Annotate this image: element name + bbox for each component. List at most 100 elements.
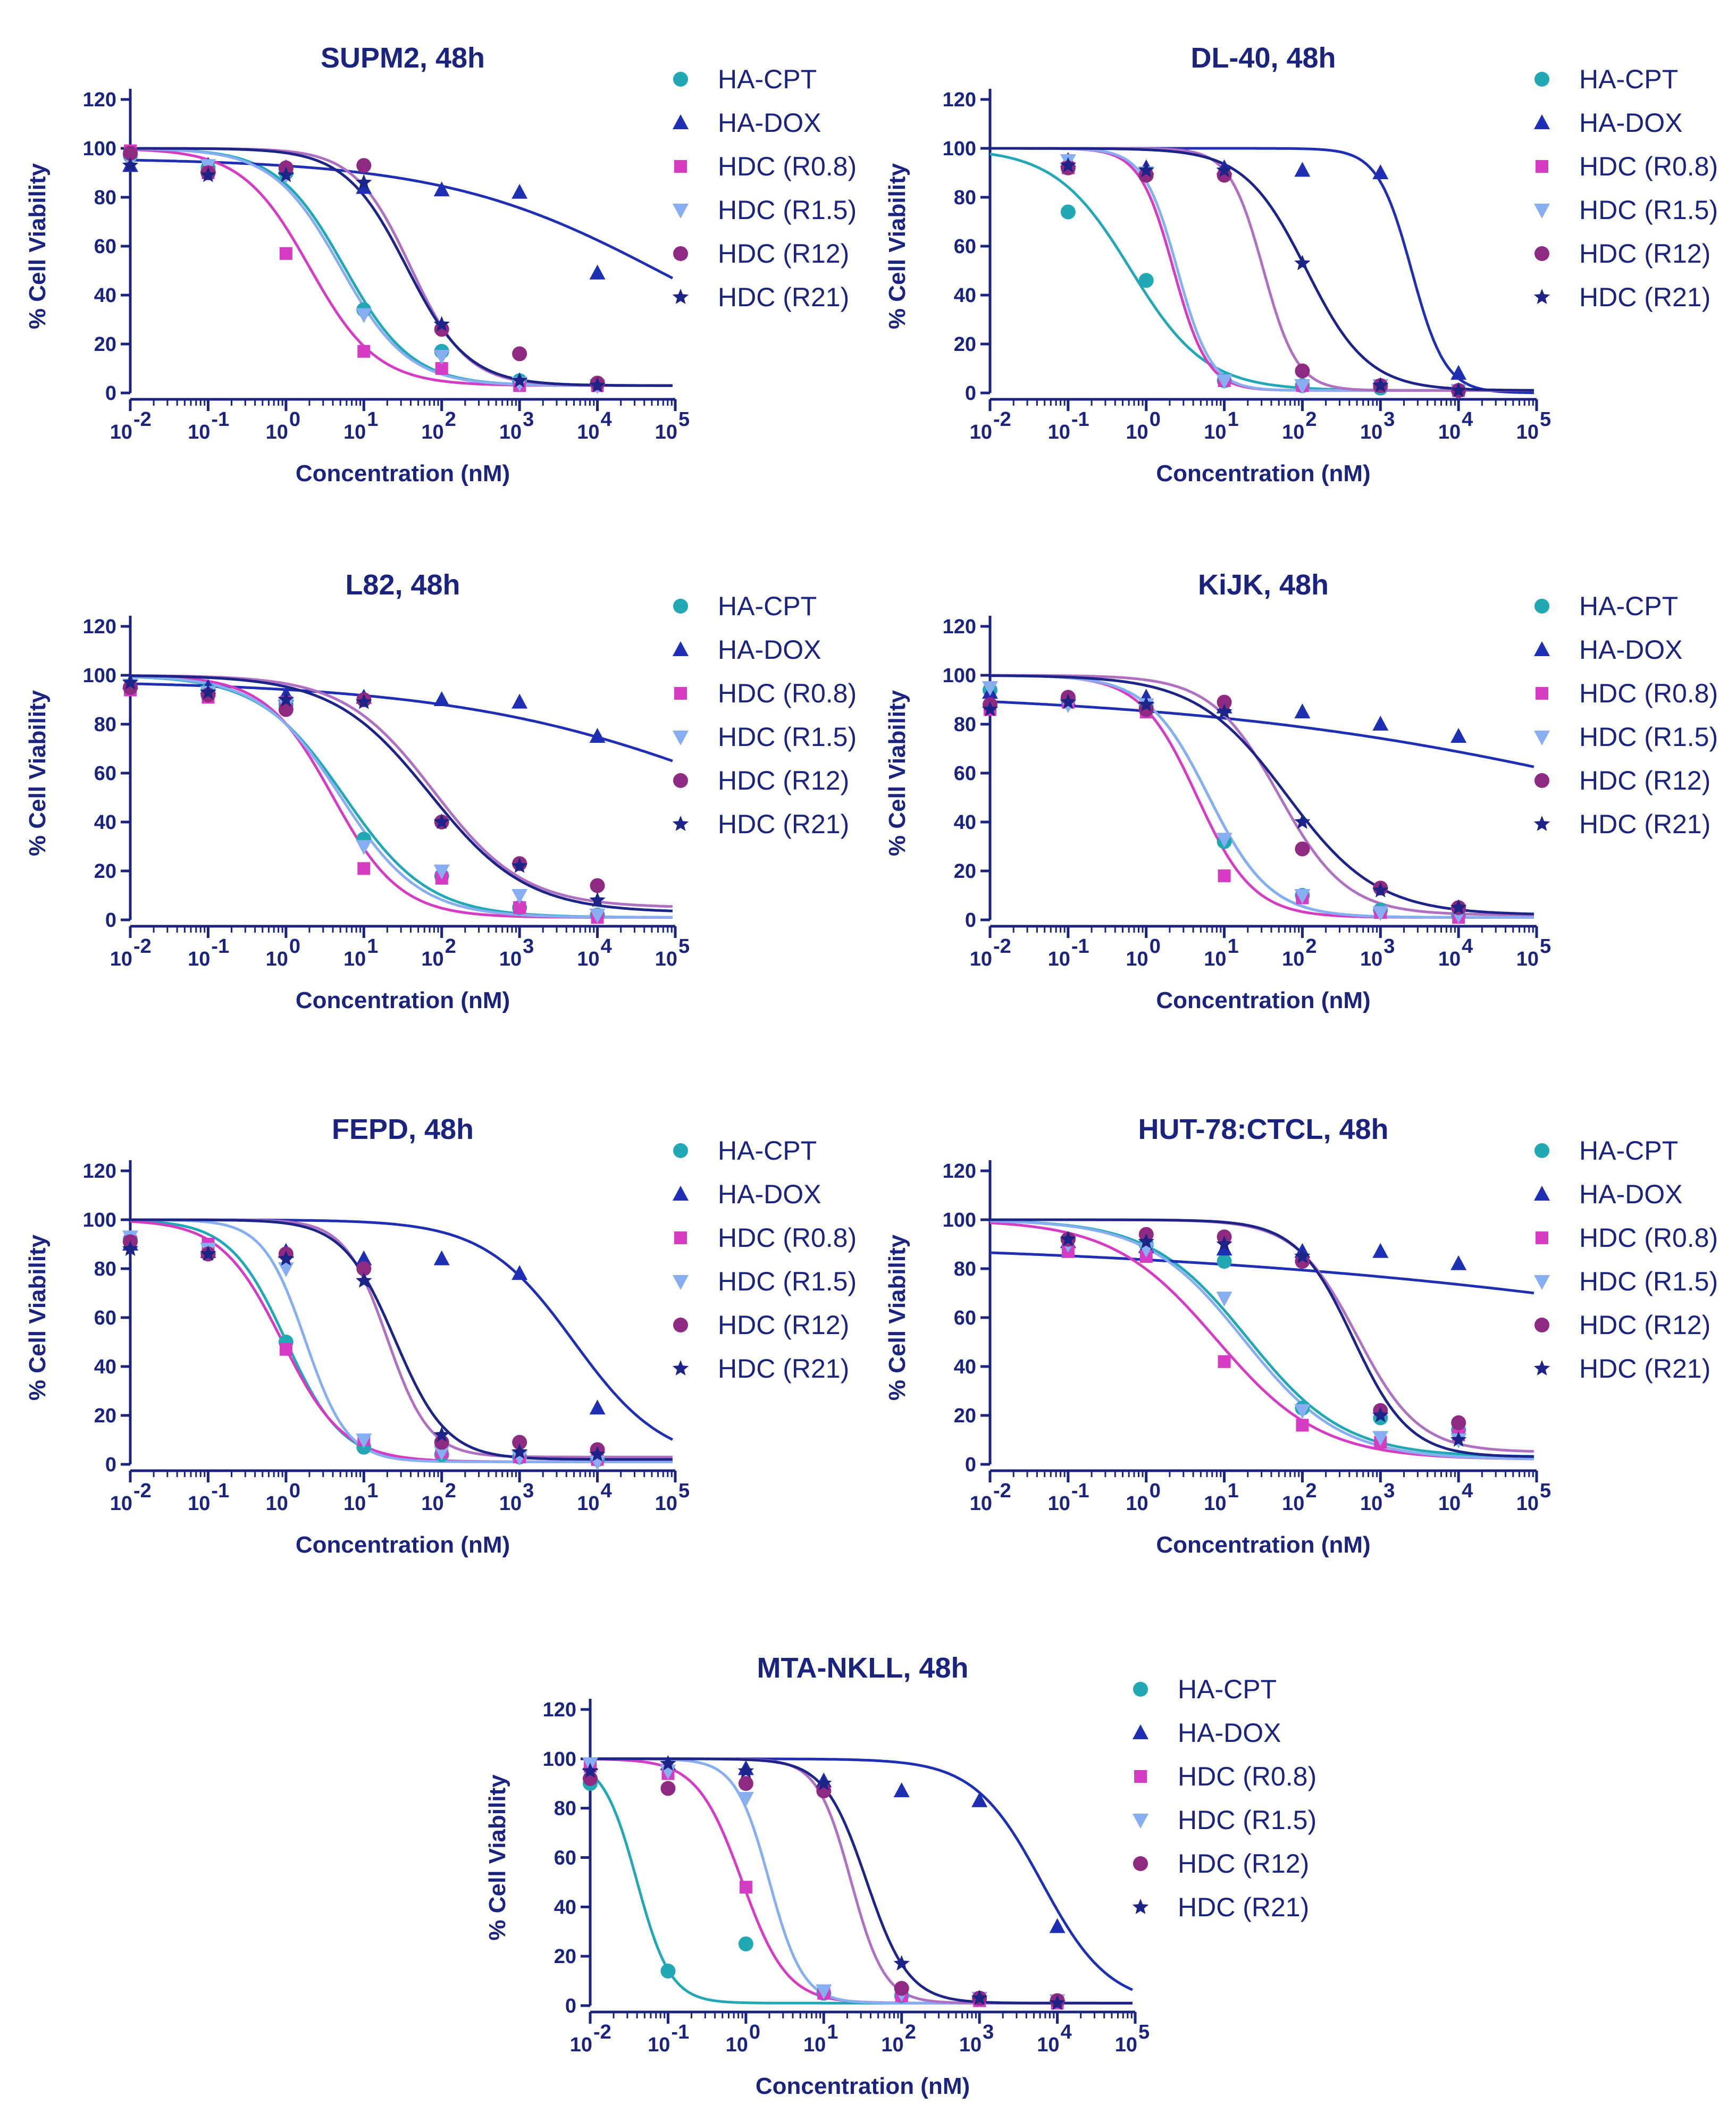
data-point <box>1294 1404 1311 1419</box>
legend-marker <box>1534 1318 1549 1332</box>
legend-marker <box>674 687 687 700</box>
x-tick-label: 10 <box>110 1493 132 1515</box>
x-tick-label: 10 <box>655 421 677 443</box>
y-tick-label: 60 <box>94 762 116 785</box>
data-point <box>589 908 606 924</box>
data-point <box>357 345 371 358</box>
chart-panel: KiJK, 48h02040608010012010-210-110010110… <box>884 569 1718 1013</box>
y-tick-label: 80 <box>94 1258 116 1280</box>
x-tick-label: 10 <box>343 948 366 970</box>
legend-label: HDC (R12) <box>1579 1310 1710 1340</box>
data-point <box>433 316 450 332</box>
x-tick-label: 10 <box>266 948 288 970</box>
data-point <box>1049 1918 1066 1933</box>
x-tick-exponent: 5 <box>1138 2021 1150 2043</box>
data-point <box>122 674 139 690</box>
fit-curve <box>130 1218 673 1461</box>
data-point <box>1450 382 1467 398</box>
x-tick-label: 10 <box>1126 1493 1148 1515</box>
x-tick-exponent: 2 <box>445 935 456 958</box>
x-tick-label: 10 <box>881 2034 903 2056</box>
data-point <box>589 892 606 908</box>
x-tick-label: 10 <box>1115 2034 1137 2056</box>
fit-curve <box>989 1219 1534 1461</box>
data-point <box>512 346 527 362</box>
x-tick-exponent: 0 <box>289 1480 300 1502</box>
legend-marker <box>673 1186 689 1201</box>
x-tick-label: 10 <box>1126 421 1148 443</box>
x-tick-label: 10 <box>188 1493 210 1515</box>
data-point <box>356 1261 372 1276</box>
x-tick-label: 10 <box>577 421 599 443</box>
x-tick-label: 10 <box>803 2034 826 2056</box>
legend-marker <box>1132 1899 1149 1914</box>
x-tick-label: 10 <box>1516 421 1539 443</box>
x-tick-label: 10 <box>499 421 522 443</box>
x-tick-exponent: 0 <box>1150 935 1161 958</box>
data-point <box>1295 841 1310 857</box>
legend-marker <box>673 599 688 614</box>
data-point <box>737 1792 754 1807</box>
x-tick-exponent: 1 <box>367 408 378 431</box>
legend-label: HDC (R12) <box>718 239 849 269</box>
y-tick-label: 0 <box>105 1454 116 1476</box>
x-tick-label: 10 <box>1204 1493 1226 1515</box>
data-point <box>660 1755 676 1771</box>
x-tick-label: 10 <box>1282 948 1304 970</box>
y-tick-label: 60 <box>954 236 976 258</box>
y-tick-label: 0 <box>105 382 116 405</box>
legend-marker <box>673 641 689 656</box>
y-tick-label: 20 <box>954 333 976 356</box>
x-tick-exponent: 2 <box>445 408 456 431</box>
x-tick-label: 10 <box>1360 948 1382 970</box>
x-tick-exponent: 1 <box>827 2021 838 2043</box>
data-point <box>433 865 450 879</box>
legend-marker <box>673 246 688 261</box>
x-tick-label: 10 <box>655 948 677 970</box>
fit-curve <box>130 147 673 387</box>
data-point <box>511 1265 528 1280</box>
x-tick-exponent: 5 <box>1540 1480 1551 1502</box>
x-tick-label: 10 <box>1048 948 1070 970</box>
legend-label: HDC (R1.5) <box>1579 1267 1718 1296</box>
x-tick-exponent: 2 <box>1305 408 1316 431</box>
x-tick-label: 10 <box>1438 1493 1461 1515</box>
chart-title: KiJK, 48h <box>1198 569 1329 601</box>
data-point <box>278 1262 294 1277</box>
data-point <box>1138 162 1154 178</box>
y-tick-label: 120 <box>83 1160 116 1183</box>
data-point <box>1060 204 1076 220</box>
y-tick-label: 40 <box>954 1356 976 1378</box>
legend-label: HA-DOX <box>1579 635 1682 665</box>
y-tick-label: 20 <box>554 1946 576 1968</box>
x-tick-exponent: -2 <box>993 935 1011 958</box>
legend-marker <box>672 1360 689 1376</box>
x-tick-exponent: 5 <box>678 1480 690 1502</box>
x-tick-exponent: -1 <box>1071 935 1089 958</box>
data-point <box>739 1881 752 1894</box>
data-point <box>200 166 216 182</box>
legend-marker <box>1533 1360 1550 1376</box>
x-tick-exponent: 5 <box>678 408 690 431</box>
data-point <box>660 1781 676 1796</box>
fit-curve <box>130 674 673 908</box>
y-axis-label: % Cell Viability <box>884 690 910 856</box>
data-point <box>122 157 139 173</box>
data-point <box>1295 1254 1310 1269</box>
x-tick-exponent: -1 <box>1071 408 1089 431</box>
legend-marker <box>673 72 688 87</box>
x-tick-exponent: 3 <box>1383 1480 1395 1502</box>
data-point <box>356 174 372 190</box>
data-point <box>738 1936 753 1951</box>
x-tick-label: 10 <box>970 421 992 443</box>
data-point <box>660 1964 676 1979</box>
x-tick-exponent: 4 <box>1462 935 1473 958</box>
x-tick-label: 10 <box>421 1493 443 1515</box>
data-point <box>894 1981 909 1996</box>
x-tick-label: 10 <box>343 1493 366 1515</box>
y-tick-label: 60 <box>554 1847 576 1870</box>
data-point <box>433 1426 450 1442</box>
y-axis-label: % Cell Viability <box>884 163 910 329</box>
legend-marker <box>1133 1724 1148 1739</box>
x-tick-exponent: 2 <box>1305 935 1316 958</box>
